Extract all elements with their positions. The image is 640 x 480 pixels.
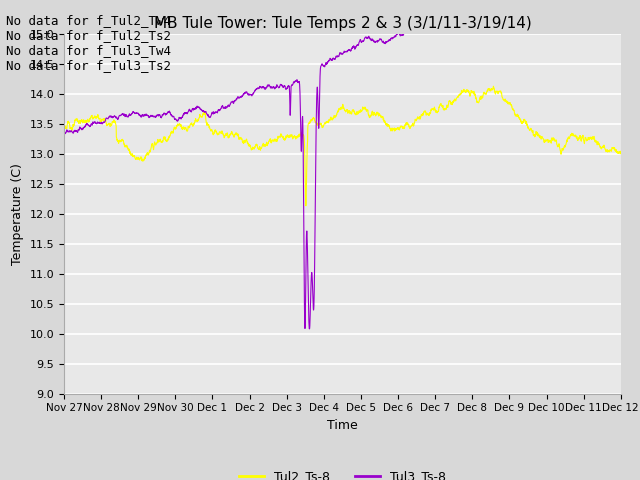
Tul3_Ts-8 — [306, 326, 314, 332]
Tul3_Ts-8 — [617, 0, 625, 6]
Tul2_Ts-8 — [124, 144, 131, 150]
Tul2_Ts-8 — [274, 137, 282, 143]
Y-axis label: Temperature (C): Temperature (C) — [11, 163, 24, 264]
Tul2_Ts-8 — [547, 138, 554, 144]
Title: MB Tule Tower: Tule Temps 2 & 3 (3/1/11-3/19/14): MB Tule Tower: Tule Temps 2 & 3 (3/1/11-… — [154, 16, 531, 31]
Tul2_Ts-8 — [617, 150, 625, 156]
Tul3_Ts-8 — [157, 114, 164, 120]
Tul2_Ts-8 — [490, 84, 497, 89]
Tul2_Ts-8 — [60, 124, 68, 130]
Line: Tul2_Ts-8: Tul2_Ts-8 — [64, 86, 621, 206]
Tul3_Ts-8 — [547, 0, 554, 6]
Tul3_Ts-8 — [298, 143, 305, 149]
Tul3_Ts-8 — [274, 83, 282, 89]
Text: No data for f_Tul2_Tw4
No data for f_Tul2_Ts2
No data for f_Tul3_Tw4
No data for: No data for f_Tul2_Tw4 No data for f_Tul… — [6, 14, 172, 72]
Tul3_Ts-8 — [543, 0, 551, 6]
Legend: Tul2_Ts-8, Tul3_Ts-8: Tul2_Ts-8, Tul3_Ts-8 — [234, 465, 451, 480]
Tul3_Ts-8 — [606, 0, 614, 6]
Tul2_Ts-8 — [157, 138, 164, 144]
Tul2_Ts-8 — [298, 131, 305, 137]
Tul3_Ts-8 — [60, 132, 68, 138]
Tul3_Ts-8 — [124, 113, 131, 119]
Line: Tul3_Ts-8: Tul3_Ts-8 — [64, 3, 621, 329]
Tul2_Ts-8 — [302, 203, 310, 209]
Tul2_Ts-8 — [606, 148, 614, 154]
X-axis label: Time: Time — [327, 419, 358, 432]
